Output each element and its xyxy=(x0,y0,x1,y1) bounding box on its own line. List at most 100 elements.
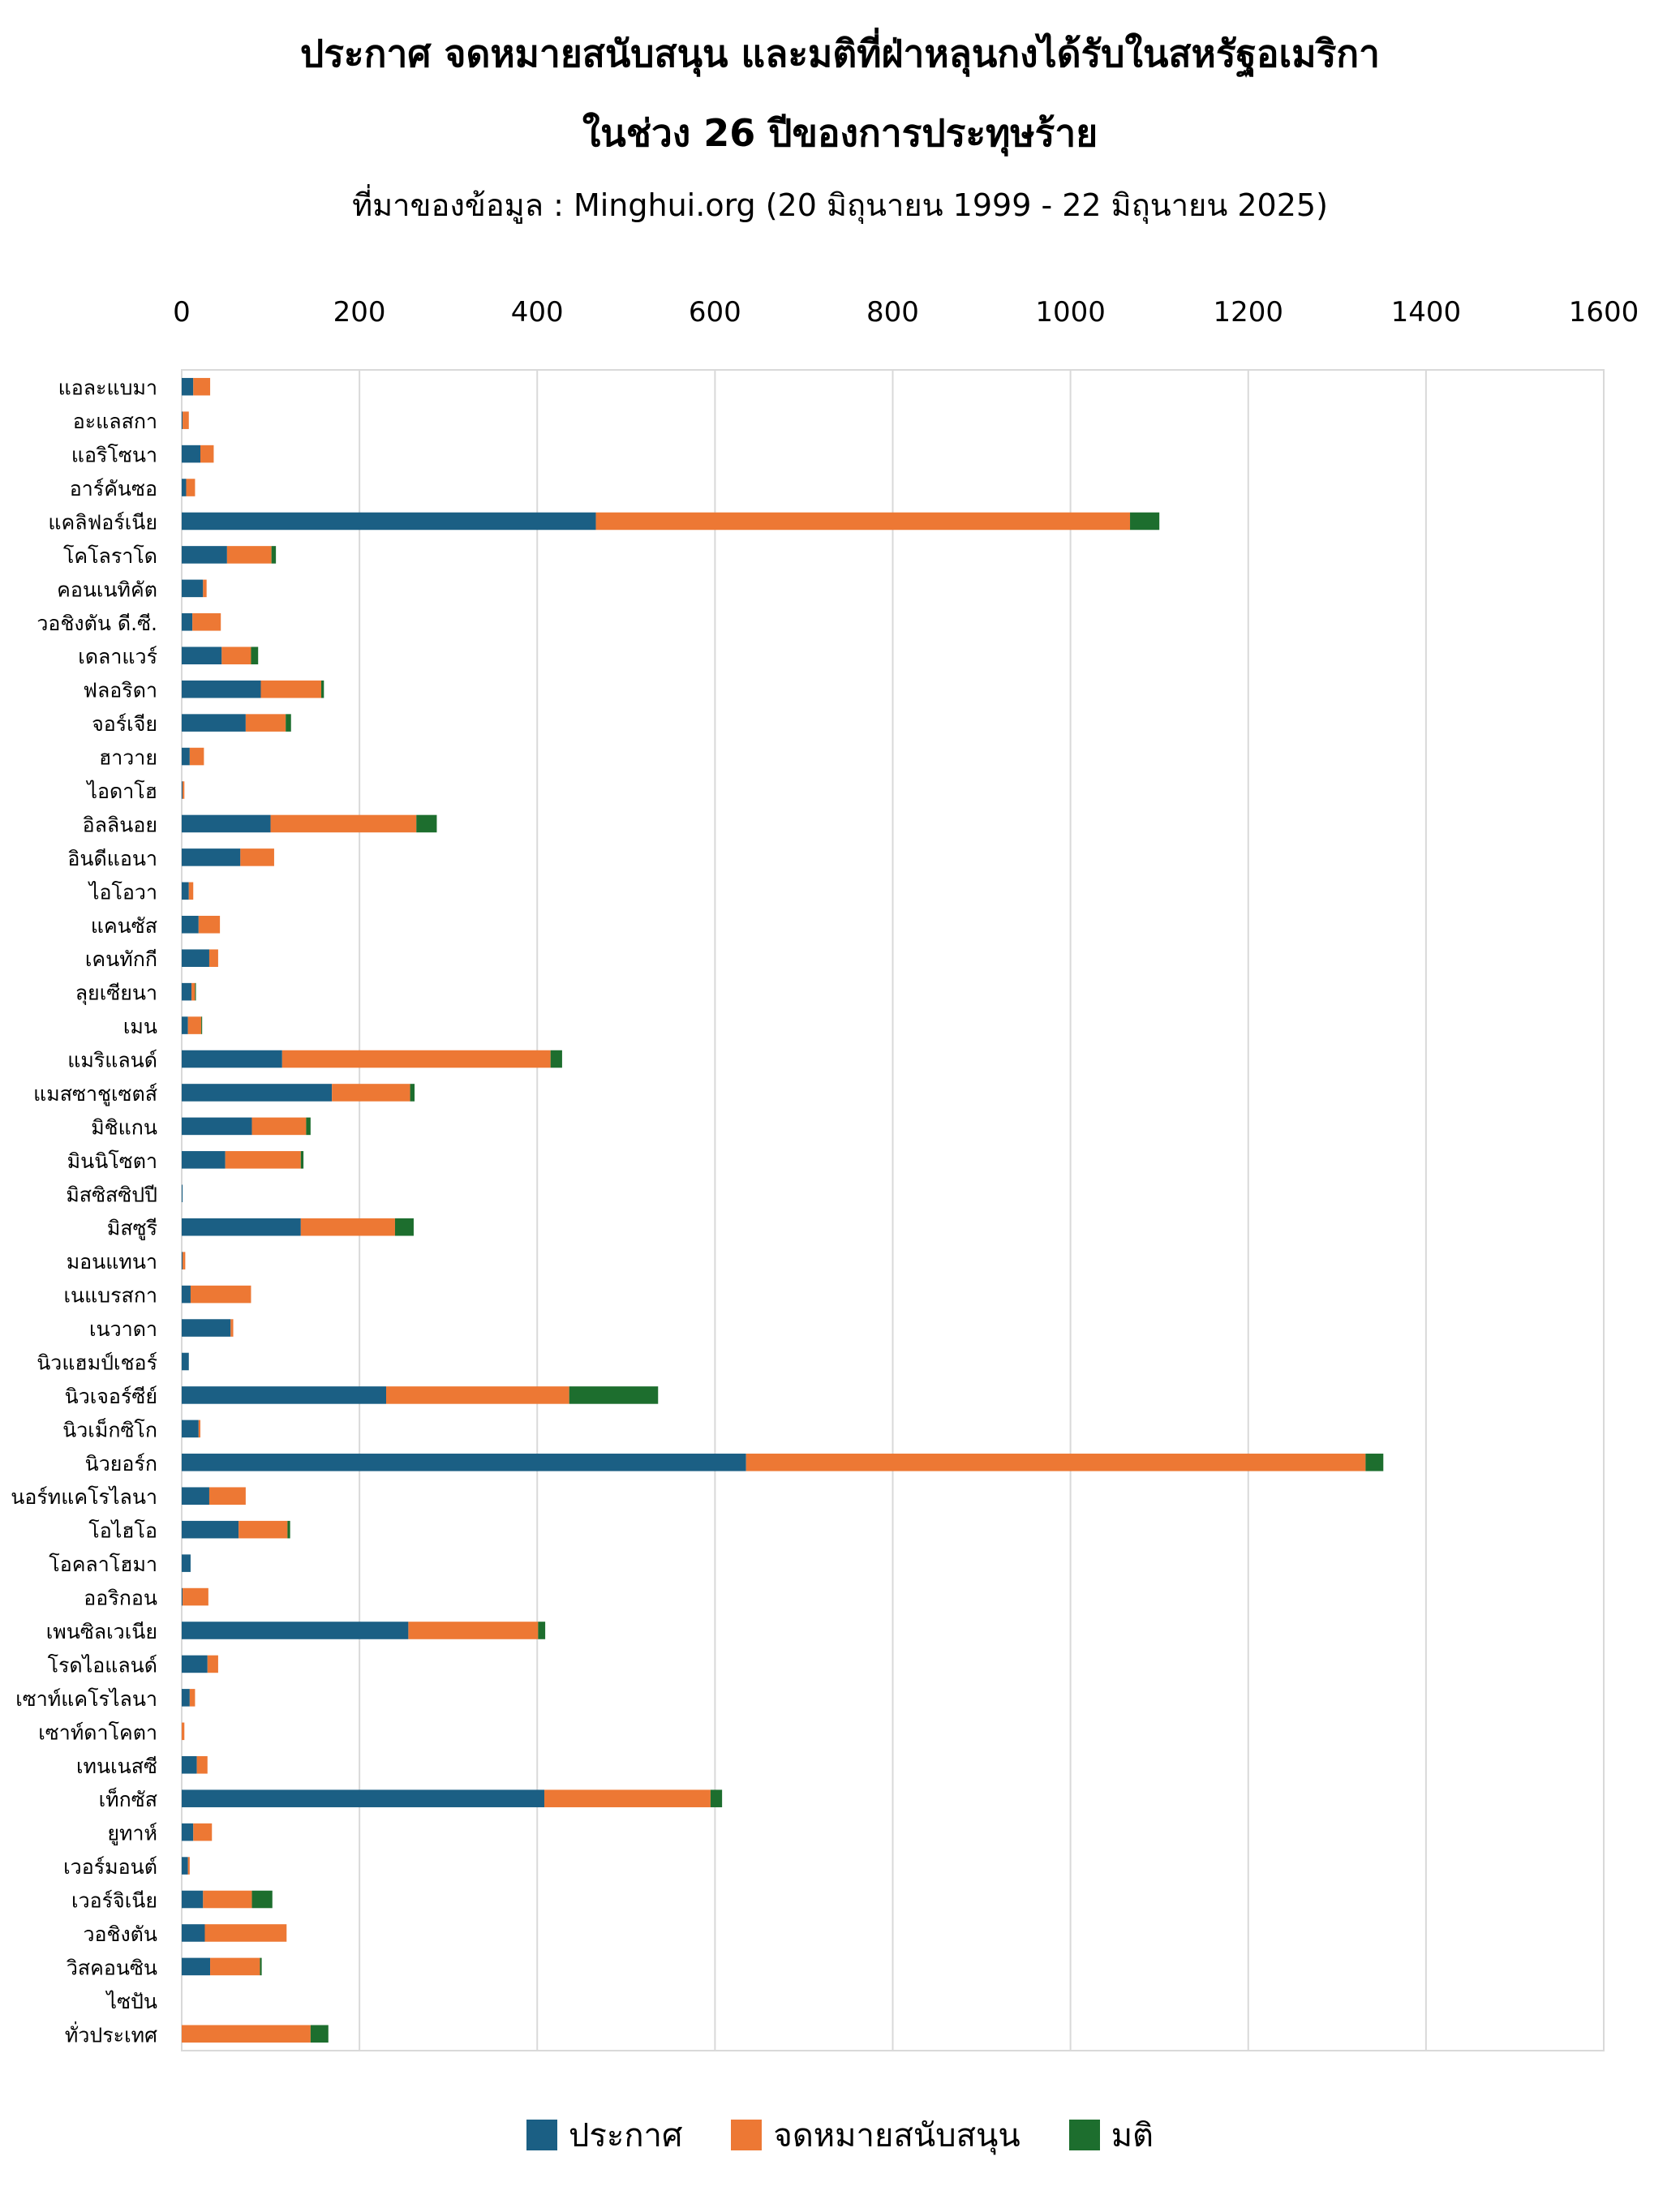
bar-segment-announcement xyxy=(182,1084,333,1102)
bar-segment-announcement xyxy=(182,546,227,564)
category-label: อะแลสกา xyxy=(73,410,157,433)
bar-segment-announcement xyxy=(182,1319,231,1337)
category-label: นอร์ทแคโรไลนา xyxy=(11,1485,157,1509)
bar-segment-support-letter xyxy=(203,1890,252,1909)
bar-segment-announcement xyxy=(182,1218,301,1236)
bar-segment-support-letter xyxy=(208,1487,246,1506)
category-label: เทนเนสซี xyxy=(76,1755,157,1778)
bar-segment-support-letter xyxy=(183,1587,208,1606)
bar-segment-announcement xyxy=(182,1655,208,1673)
category-label: นิวแฮมป์เชอร์ xyxy=(37,1351,157,1374)
category-label: เมน xyxy=(123,1015,157,1038)
bar-segment-support-letter xyxy=(245,714,286,732)
bar-segment-resolution xyxy=(251,647,259,665)
category-label: มิสซิสซิปปี xyxy=(66,1183,157,1206)
bar-segment-support-letter xyxy=(198,915,221,934)
category-label: เดลาแวร์ xyxy=(78,645,157,668)
bar-segment-announcement xyxy=(182,512,596,531)
x-tick-label: 800 xyxy=(866,296,919,329)
category-label: วอชิงตัน xyxy=(83,1922,157,1946)
bar-segment-support-letter xyxy=(189,1689,195,1707)
bar-segment-support-letter xyxy=(230,1319,234,1337)
bar-segment-announcement xyxy=(182,1487,209,1506)
bar-segment-resolution xyxy=(271,546,277,564)
bar-segment-announcement xyxy=(182,1151,226,1169)
x-tick-label: 600 xyxy=(689,296,741,329)
bar-segment-support-letter xyxy=(208,949,218,967)
bar-segment-resolution xyxy=(1130,512,1160,531)
chart-title-line2: ในช่วง 26 ปีของการประทุษร้าย xyxy=(582,111,1098,155)
x-tick-label: 1600 xyxy=(1569,296,1639,329)
bar-segment-support-letter xyxy=(190,1285,251,1304)
bar-segment-announcement xyxy=(182,377,194,396)
bar-segment-announcement xyxy=(182,781,183,799)
bar-segment-support-letter xyxy=(187,1857,190,1875)
category-label: เซาท์แคโรไลนา xyxy=(15,1687,157,1711)
category-label: จอร์เจีย xyxy=(92,712,157,736)
bar-segment-announcement xyxy=(182,1420,199,1438)
category-label: มิสซูรี xyxy=(107,1217,157,1241)
category-label: แคนซัส xyxy=(91,914,157,938)
bar-segment-announcement xyxy=(182,1117,252,1136)
legend-item-announcement: ประกาศ xyxy=(526,2109,682,2161)
legend-swatch-resolution xyxy=(1068,2120,1100,2150)
bar-segment-announcement xyxy=(182,1587,183,1606)
category-label: เซาท์ดาโคตา xyxy=(38,1720,157,1744)
bar-segment-announcement xyxy=(182,982,192,1001)
bar-segment-resolution xyxy=(538,1622,546,1639)
bar-segment-resolution xyxy=(310,2025,329,2043)
bar-segment-resolution xyxy=(287,1520,290,1539)
bar-segment-support-letter xyxy=(240,848,274,866)
bar-segment-support-letter xyxy=(270,814,417,833)
category-label: ฮาวาย xyxy=(99,746,157,770)
stacked-bar-chart: 0 200 400 600 800 1000 1200 1400 1600 แอละแบมาอะแ… xyxy=(11,296,1639,2051)
bar-segment-announcement xyxy=(182,1050,282,1068)
bar-segment-support-letter xyxy=(182,2025,311,2043)
bar-segment-support-letter xyxy=(189,747,204,766)
bar-segment-announcement xyxy=(182,1689,190,1707)
category-label: นิวเจอร์ซีย์ xyxy=(65,1385,157,1408)
category-label: ออริกอน xyxy=(84,1587,157,1610)
category-label: เนแบรสกา xyxy=(64,1284,157,1308)
bar-segment-support-letter xyxy=(183,1252,186,1269)
bar-segment-support-letter xyxy=(251,1117,307,1136)
bar-segment-support-letter xyxy=(196,1755,208,1774)
bar-segment-announcement xyxy=(182,848,241,866)
bar-segment-resolution xyxy=(416,814,437,833)
bar-segment-support-letter xyxy=(544,1789,711,1807)
bar-segment-announcement xyxy=(182,579,204,598)
bar-segment-announcement xyxy=(182,915,199,934)
bar-segment-announcement xyxy=(182,1924,205,1942)
legend-swatch-support-letter xyxy=(731,2120,763,2150)
bar-segment-resolution xyxy=(394,1218,414,1236)
bar-segment-announcement xyxy=(182,1789,545,1807)
category-label: เวอร์มอนต์ xyxy=(63,1855,157,1879)
bar-segment-support-letter xyxy=(225,1151,301,1169)
category-label: ฟลอริดา xyxy=(83,679,157,702)
category-label: มินนิโซตา xyxy=(67,1149,157,1173)
bar-segment-announcement xyxy=(182,613,193,631)
bar-segment-support-letter xyxy=(226,546,272,564)
bar-segment-announcement xyxy=(182,814,271,833)
category-label: อาร์คันซอ xyxy=(70,477,157,500)
bar-segment-resolution xyxy=(306,1117,311,1136)
bar-segment-support-letter xyxy=(192,613,221,631)
legend-label-announcement: ประกาศ xyxy=(568,2117,683,2154)
bar-segment-support-letter xyxy=(210,1957,260,1976)
category-label: อินดีแอนา xyxy=(67,847,157,870)
x-tick-label: 1400 xyxy=(1391,296,1462,329)
bar-segment-resolution xyxy=(550,1050,562,1068)
category-label: ไอดาโฮ xyxy=(85,780,157,803)
category-label: ไอโอวา xyxy=(88,880,157,904)
category-label: นิวเม็กซิโก xyxy=(62,1417,157,1441)
category-label: ไซปัน xyxy=(105,1990,158,2013)
bar-segment-resolution xyxy=(201,1016,203,1034)
category-label: โคโลราโด xyxy=(63,544,157,568)
category-label: วิสคอนซิน xyxy=(67,1956,157,1979)
bar-segment-announcement xyxy=(182,714,246,732)
chart-title-line1: ประกาศ จดหมายสนับสนุน และมติที่ฝ่าหลุนกง… xyxy=(300,32,1380,75)
bar-segment-support-letter xyxy=(191,982,195,1001)
bar-segment-announcement xyxy=(182,1184,183,1203)
category-label: โอไฮโอ xyxy=(88,1519,157,1543)
category-label: แคลิฟอร์เนีย xyxy=(48,510,157,534)
